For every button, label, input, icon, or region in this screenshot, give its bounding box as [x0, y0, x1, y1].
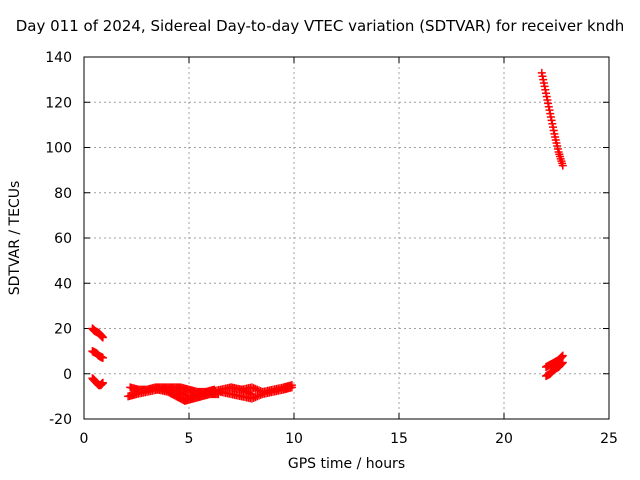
- series-sat-b: [88, 347, 107, 362]
- data-point: [98, 378, 107, 387]
- series-sat-c: [88, 374, 107, 390]
- y-tick-label: 120: [45, 95, 72, 111]
- data-point: [251, 393, 260, 402]
- y-tick-label: 100: [45, 141, 72, 157]
- x-axis-label: GPS time / hours: [287, 456, 406, 472]
- y-tick-label: 80: [54, 186, 72, 202]
- data-point: [248, 383, 256, 392]
- y-tick-label: -20: [49, 412, 72, 428]
- y-axis-label: SDTVAR / TECUs: [7, 180, 23, 296]
- data-point: [249, 393, 258, 402]
- y-tick-label: 0: [63, 367, 72, 383]
- series-sat-h: [227, 381, 296, 396]
- data-point: [253, 392, 262, 401]
- chart-title: Day 011 of 2024, Sidereal Day-to-day VTE…: [15, 17, 625, 35]
- plot-frame: [83, 56, 610, 420]
- x-tick-label: 0: [80, 431, 89, 447]
- y-tick-label: 140: [45, 50, 72, 66]
- data-point: [249, 384, 258, 393]
- data-point: [248, 394, 256, 403]
- data-point: [98, 353, 107, 362]
- x-tick-label: 15: [390, 431, 408, 447]
- series-sat-f: [153, 385, 223, 405]
- data-point: [558, 161, 567, 170]
- data-point: [253, 385, 262, 394]
- x-tick-label: 5: [185, 431, 194, 447]
- series-sat-k: [542, 358, 567, 381]
- data-point: [558, 358, 567, 367]
- y-tick-label: 20: [54, 322, 72, 338]
- data-point: [251, 384, 260, 393]
- data-points: [88, 68, 567, 405]
- x-tick-label: 20: [495, 431, 513, 447]
- x-tick-label: 25: [600, 431, 618, 447]
- series-sat-a: [88, 324, 107, 342]
- data-point: [558, 351, 567, 360]
- x-tick-label: 10: [285, 431, 303, 447]
- data-point: [98, 333, 107, 342]
- y-tick-label: 40: [54, 276, 72, 292]
- series-sat-i: [537, 68, 567, 170]
- y-tick-label: 60: [54, 231, 72, 247]
- grid-lines: [84, 57, 609, 419]
- data-point: [255, 386, 263, 395]
- data-point: [287, 381, 296, 390]
